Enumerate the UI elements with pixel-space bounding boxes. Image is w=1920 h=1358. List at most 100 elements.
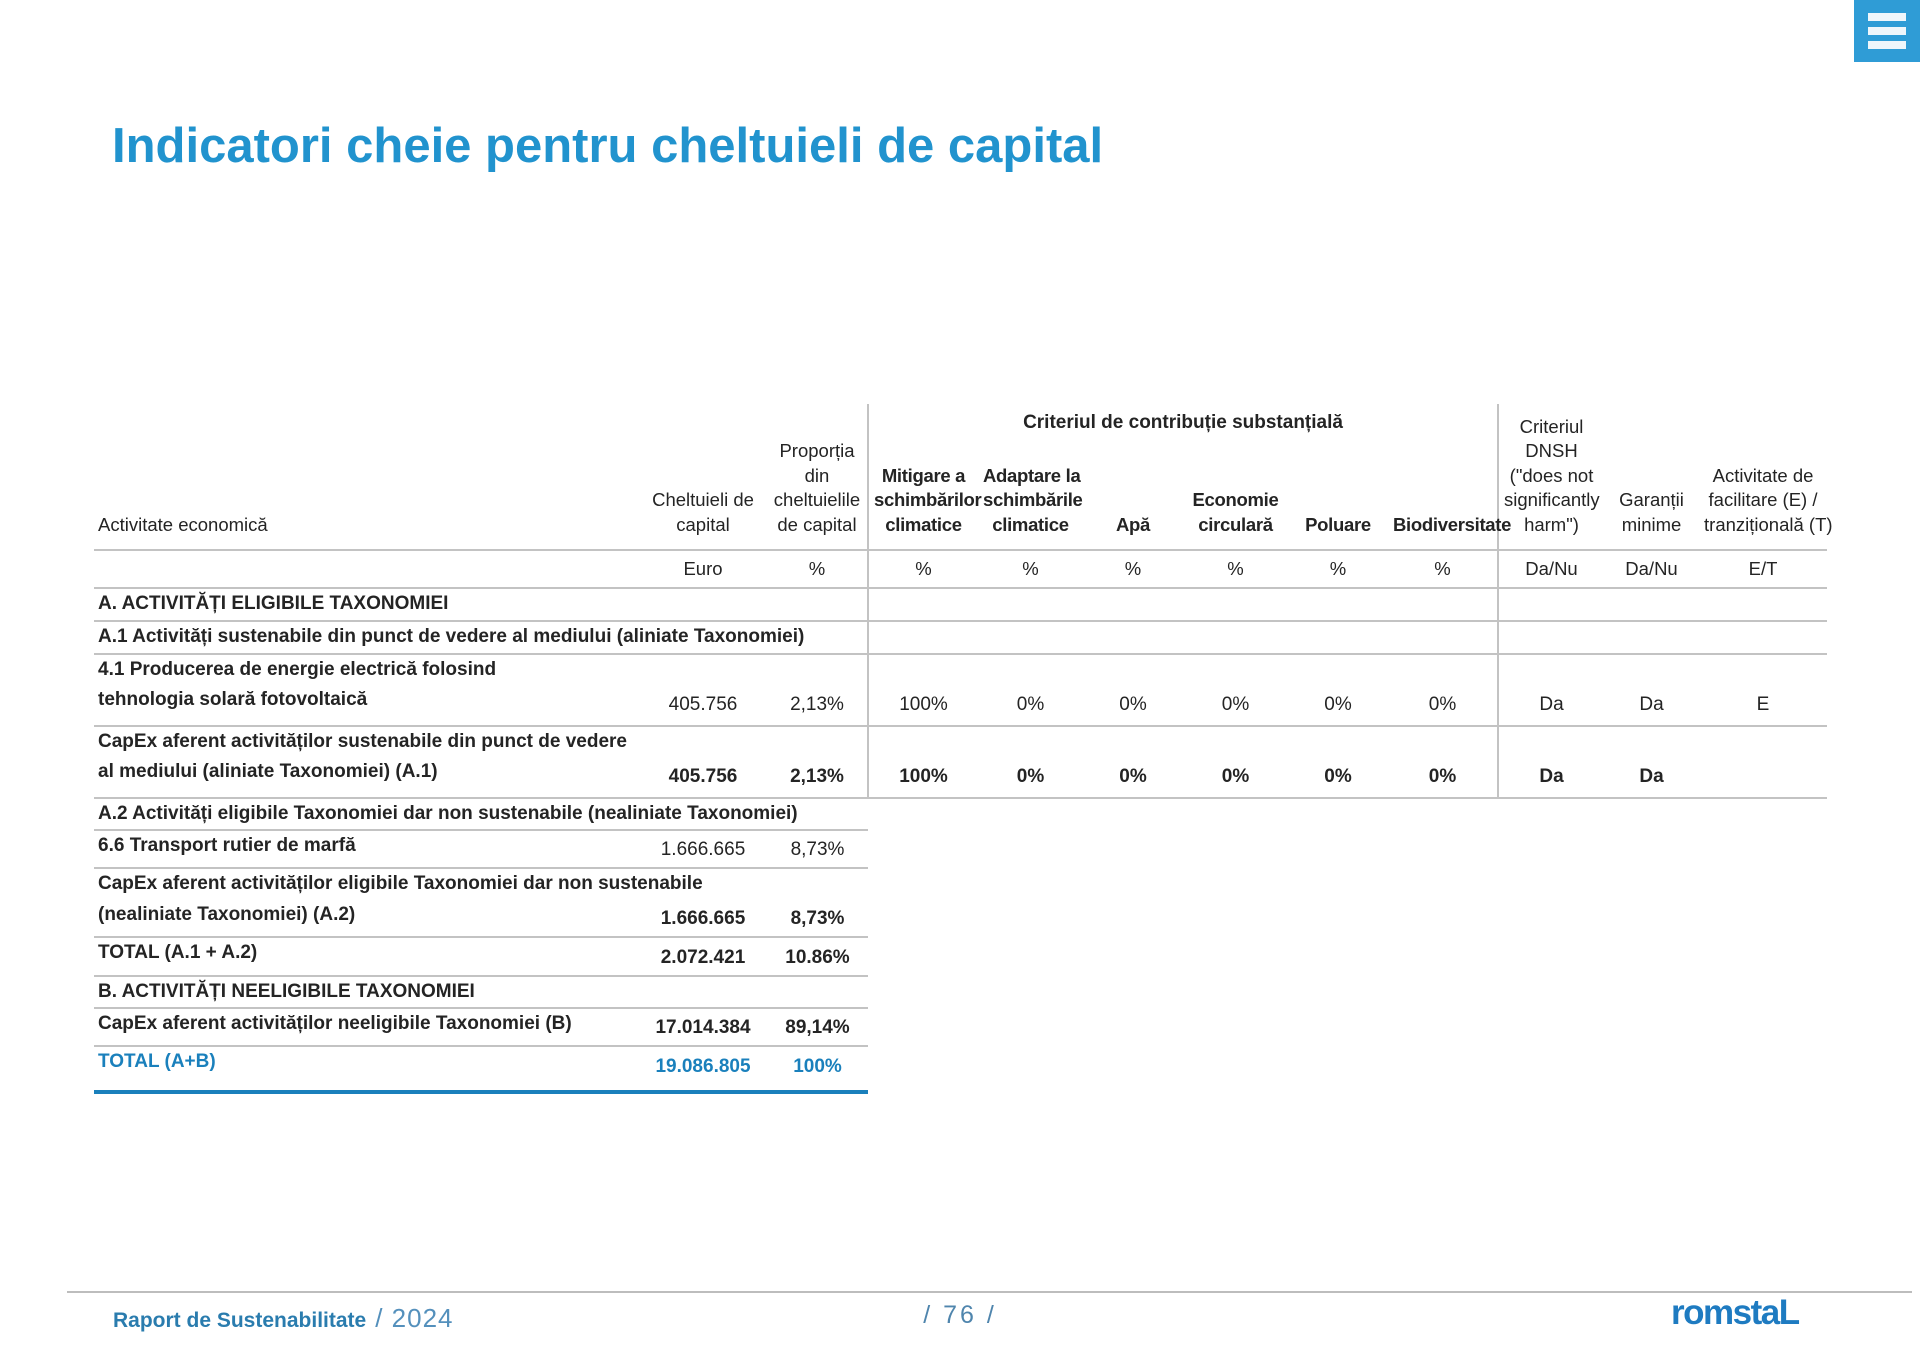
- unit-cell: %: [1183, 550, 1288, 589]
- row-value: 405.756: [639, 654, 767, 727]
- page-number: / 76 /: [923, 1301, 997, 1329]
- row-value: E: [1699, 654, 1828, 727]
- row-value: 0%: [978, 654, 1083, 727]
- row-value: Da: [1498, 725, 1605, 799]
- row-value: 405.756: [639, 725, 767, 799]
- table-row: A.1 Activități sustenabile din punct de …: [94, 621, 1828, 655]
- column-header: Apă: [1083, 450, 1183, 551]
- table-cell: [868, 1046, 1827, 1091]
- table-cell: [1498, 621, 1828, 655]
- table-cell: [868, 1008, 1827, 1046]
- column-header-activity: Activitate economică: [94, 404, 639, 551]
- row-value: Da: [1604, 725, 1700, 799]
- table-cell: [868, 798, 1827, 830]
- row-value: 0%: [1183, 654, 1288, 727]
- unit-cell: E/T: [1699, 550, 1828, 589]
- row-value: 19.086.805: [639, 1046, 767, 1094]
- row-label: 6.6 Transport rutier de marfă: [94, 829, 639, 870]
- column-header-dnsh: Criteriul DNSH ("does not significantly …: [1498, 404, 1605, 551]
- unit-cell: %: [1083, 550, 1183, 589]
- group-header-substantial-contribution: Criteriul de contribuție substanțială: [868, 404, 1500, 450]
- column-header: Adaptare la schimbările climatice: [978, 450, 1083, 551]
- row-value: [1699, 725, 1828, 799]
- units-row: Euro%%%%%%% Da/Nu Da/Nu E/T: [94, 550, 1828, 589]
- table-row: TOTAL (A.1 + A.2) 2.072.421 10.86%: [94, 937, 1827, 977]
- row-value: 0%: [1183, 725, 1288, 799]
- table-cell: [1498, 588, 1828, 622]
- unit-cell: %: [1288, 550, 1388, 589]
- row-label: CapEx aferent activităților sustenabile …: [94, 725, 639, 799]
- unit-cell: Euro: [639, 550, 767, 589]
- unit-cell: Da/Nu: [1604, 550, 1700, 589]
- row-value: 17.014.384: [639, 1007, 767, 1048]
- unit-cell: %: [767, 550, 869, 589]
- table-cell: [868, 937, 1827, 975]
- table-row: A.2 Activități eligibile Taxonomiei dar …: [94, 797, 1827, 831]
- section-label: B. ACTIVITĂȚI NEELIGIBILE TAXONOMIEI: [94, 975, 868, 1009]
- section-label: A.1 Activități sustenabile din punct de …: [94, 621, 869, 655]
- row-value: 0%: [1388, 725, 1500, 799]
- row-label: CapEx aferent activităților neeligibile …: [94, 1007, 639, 1048]
- row-label: 4.1 Producerea de energie electrică folo…: [94, 654, 639, 727]
- row-value: 8,73%: [767, 868, 868, 939]
- table-row: A. ACTIVITĂȚI ELIGIBILE TAXONOMIEI: [94, 588, 1828, 622]
- report-year: / 2024: [375, 1303, 454, 1333]
- capex-table-container: Activitate economică Cheltuieli de capita…: [94, 404, 1833, 1094]
- table-row: 6.6 Transport rutier de marfă 1.666.665 8,…: [94, 829, 1827, 870]
- row-label: TOTAL (A.1 + A.2): [94, 937, 639, 977]
- row-value: 2,13%: [767, 725, 869, 799]
- row-value: 89,14%: [767, 1007, 868, 1048]
- row-value: 0%: [1288, 725, 1388, 799]
- table-row: CapEx aferent activităților sustenabile …: [94, 725, 1828, 799]
- row-value: 8,73%: [767, 829, 868, 870]
- section-label: A. ACTIVITĂȚI ELIGIBILE TAXONOMIEI: [94, 588, 869, 622]
- row-value: 1.666.665: [639, 868, 767, 939]
- unit-cell: %: [1388, 550, 1500, 589]
- page-title: Indicatori cheie pentru cheltuieli de ca…: [112, 119, 1104, 173]
- table-row: 4.1 Producerea de energie electrică folo…: [94, 654, 1828, 727]
- row-value: 100%: [868, 654, 978, 727]
- table-cell: [868, 588, 1500, 622]
- row-value: 0%: [1083, 725, 1183, 799]
- unit-cell: %: [868, 550, 978, 589]
- column-header: Garanții minime: [1604, 404, 1700, 551]
- column-header: Biodiversitate: [1388, 450, 1511, 551]
- romstal-logo: romstaL: [1671, 1293, 1800, 1332]
- row-value: 0%: [978, 725, 1083, 799]
- column-header: Proporția din cheltuielile de capital: [767, 404, 869, 551]
- column-header: Cheltuieli de capital: [639, 404, 767, 551]
- column-header: Poluare: [1288, 450, 1388, 551]
- column-header: Mitigare a schimbărilor climatice: [868, 450, 982, 551]
- table-row: CapEx aferent activităților neeligibile …: [94, 1007, 1827, 1048]
- section-label: A.2 Activități eligibile Taxonomiei dar …: [94, 797, 868, 831]
- column-header: Economie circulară: [1183, 450, 1288, 551]
- row-value: 100%: [767, 1046, 868, 1094]
- row-value: Da: [1498, 654, 1605, 727]
- footer-divider: [67, 1291, 1912, 1293]
- unit-cell: [94, 550, 639, 589]
- table-row: TOTAL (A+B) 19.086.805 100%: [94, 1046, 1827, 1094]
- capex-indicators-table: Activitate economică Cheltuieli de capita…: [94, 404, 1833, 1094]
- report-title: Raport de Sustenabilitate: [113, 1309, 367, 1332]
- row-value: 100%: [868, 725, 978, 799]
- row-value: 10.86%: [767, 937, 868, 977]
- table-cell: [868, 976, 1827, 1008]
- row-value: 0%: [1288, 654, 1388, 727]
- footer-report-info: Raport de Sustenabilitate / 2024: [113, 1303, 454, 1334]
- row-label: CapEx aferent activităților eligibile Ta…: [94, 868, 703, 939]
- unit-cell: Da/Nu: [1498, 550, 1605, 589]
- row-value: 1.666.665: [639, 829, 767, 870]
- table-cell: [868, 621, 1500, 655]
- menu-button[interactable]: [1854, 0, 1920, 62]
- table-row: CapEx aferent activităților eligibile Ta…: [94, 868, 1827, 939]
- table-cell: [868, 830, 1827, 868]
- column-header: Activitate de facilitare (E) / tranzițio…: [1699, 404, 1833, 551]
- row-value: 0%: [1083, 654, 1183, 727]
- row-value: 2,13%: [767, 654, 869, 727]
- unit-cell: %: [978, 550, 1083, 589]
- row-value: 2.072.421: [639, 937, 767, 977]
- row-value: 0%: [1388, 654, 1500, 727]
- table-row: B. ACTIVITĂȚI NEELIGIBILE TAXONOMIEI: [94, 975, 1827, 1009]
- row-label: TOTAL (A+B): [94, 1046, 639, 1094]
